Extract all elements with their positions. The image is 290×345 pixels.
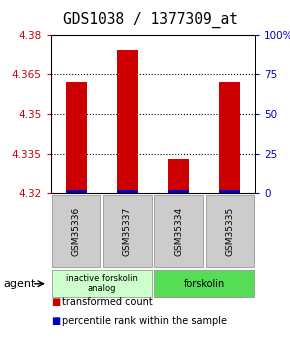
Bar xyxy=(117,190,138,193)
Text: percentile rank within the sample: percentile rank within the sample xyxy=(62,316,227,326)
Text: inactive forskolin
analog: inactive forskolin analog xyxy=(66,274,138,294)
Text: GSM35337: GSM35337 xyxy=(123,207,132,256)
Text: transformed count: transformed count xyxy=(62,297,153,307)
Text: ■: ■ xyxy=(51,316,60,326)
Text: GSM35334: GSM35334 xyxy=(174,207,183,256)
Text: agent: agent xyxy=(3,279,35,289)
Bar xyxy=(117,50,138,193)
Bar xyxy=(220,82,240,193)
Text: ■: ■ xyxy=(51,297,60,307)
Bar xyxy=(220,190,240,193)
Text: GDS1038 / 1377309_at: GDS1038 / 1377309_at xyxy=(63,12,238,28)
Text: forskolin: forskolin xyxy=(184,279,225,289)
Bar xyxy=(168,190,189,193)
Text: GSM35336: GSM35336 xyxy=(72,207,81,256)
Text: GSM35335: GSM35335 xyxy=(225,207,234,256)
Bar xyxy=(168,159,189,193)
Bar xyxy=(66,82,86,193)
Bar xyxy=(66,190,86,193)
